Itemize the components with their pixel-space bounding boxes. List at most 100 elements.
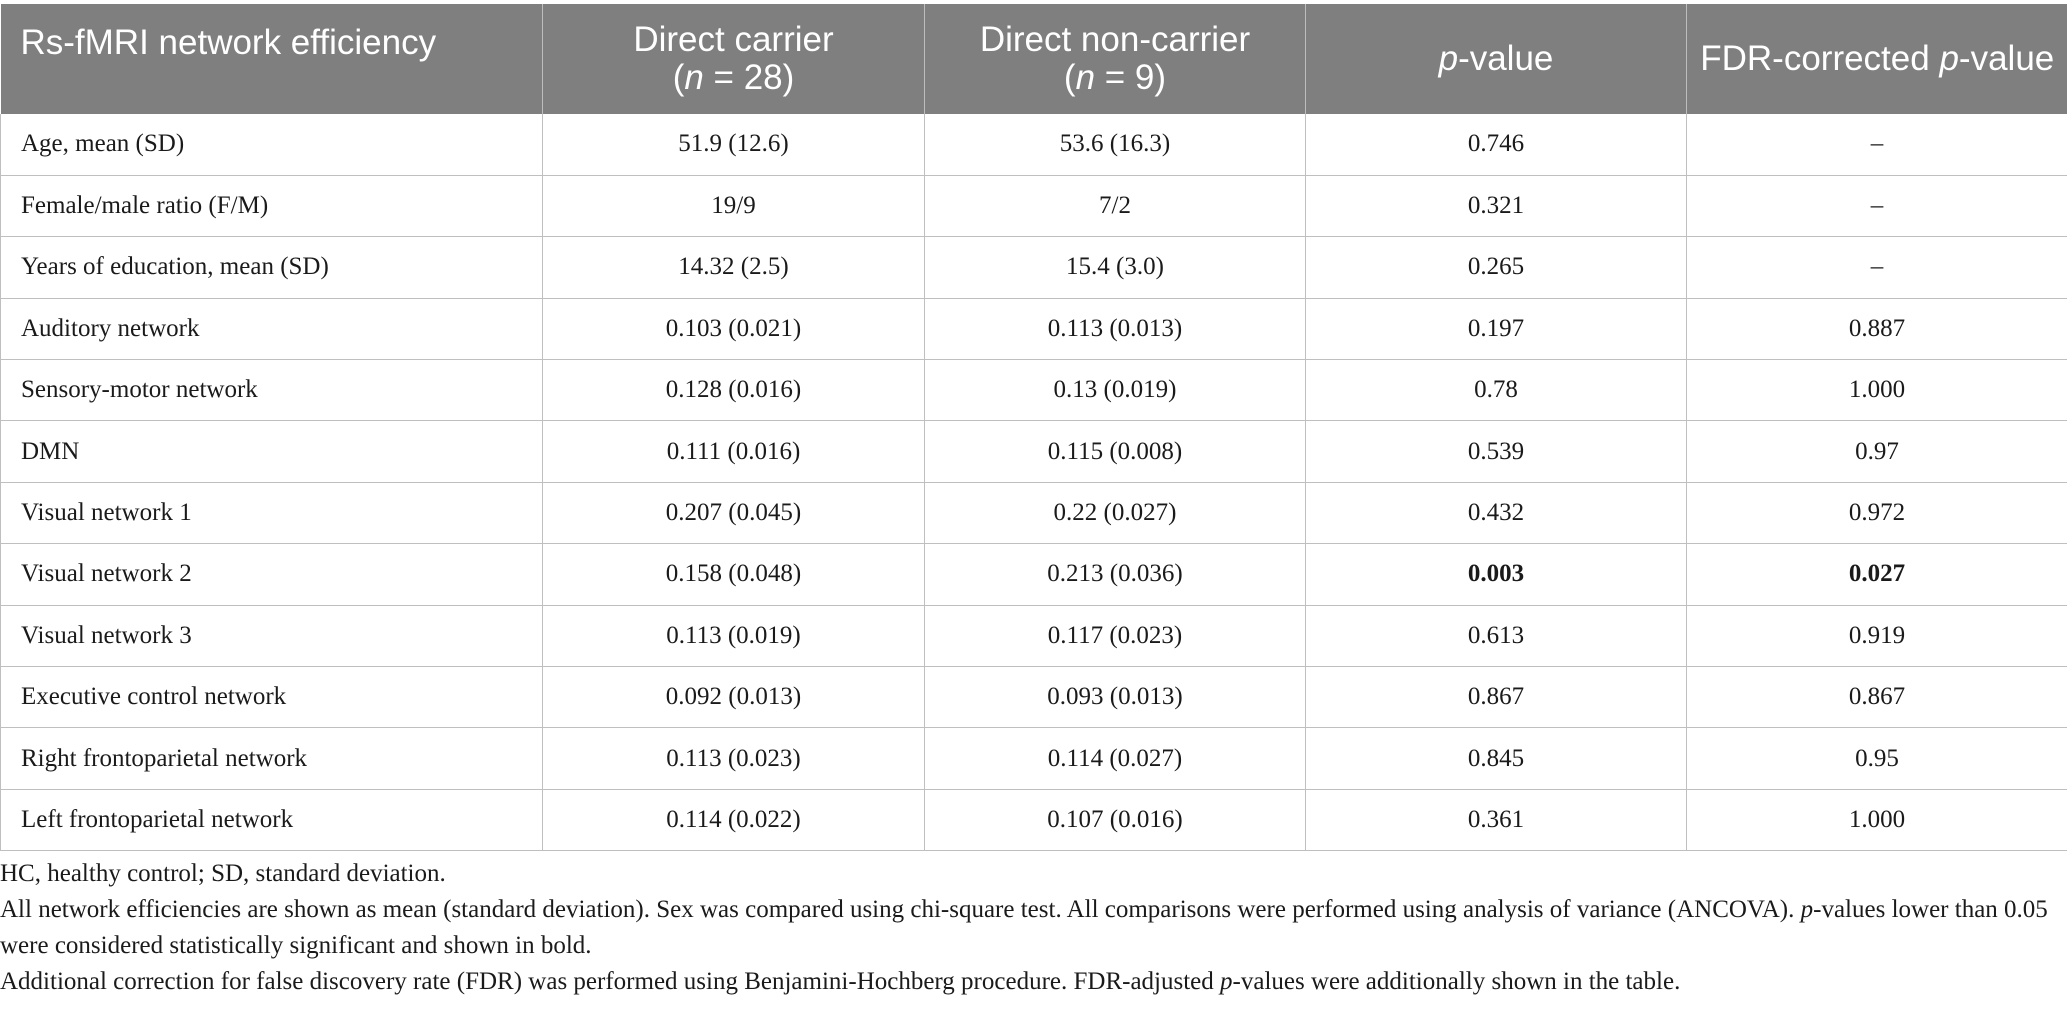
header-fdr-var: p [1939,39,1959,78]
footnote-fdr-b: -values were additionally shown in the t… [1232,968,1681,995]
table-footnotes: HC, healthy control; SD, standard deviat… [0,856,2060,1000]
carrier-value: 0.111 (0.016) [542,420,925,483]
table-row: Visual network 1 0.207 (0.045) 0.22 (0.0… [0,482,2067,545]
header-direct-non-carrier-n-val: = 9) [1095,58,1167,97]
fdr-value: 1.000 [1686,789,2067,852]
row-label: Executive control network [0,666,543,729]
noncarrier-value: 0.117 (0.023) [924,605,1306,668]
header-network-efficiency: Rs-fMRI network efficiency [0,4,543,114]
table-row: Age, mean (SD) 51.9 (12.6) 53.6 (16.3) 0… [0,114,2067,176]
noncarrier-value: 0.113 (0.013) [924,298,1306,361]
fdr-value: 0.887 [1686,298,2067,361]
footnote-abbreviations: HC, healthy control; SD, standard deviat… [0,856,2060,892]
fdr-value: 0.919 [1686,605,2067,668]
header-direct-non-carrier: Direct non-carrier (n = 9) [924,4,1306,114]
header-row: Rs-fMRI network efficiency Direct carrie… [0,4,2067,114]
p-value: 0.432 [1305,482,1687,545]
noncarrier-value: 0.13 (0.019) [924,359,1306,422]
row-label: Left frontoparietal network [0,789,543,852]
noncarrier-value: 53.6 (16.3) [924,114,1306,176]
row-label: DMN [0,420,543,483]
row-label: Visual network 1 [0,482,543,545]
fdr-value: – [1686,175,2067,238]
header-p-value: p-value [1305,4,1687,114]
footnote-methods-var: p [1800,896,1814,923]
p-value: 0.845 [1305,727,1687,790]
p-value: 0.867 [1305,666,1687,729]
table-row: Visual network 3 0.113 (0.019) 0.117 (0.… [0,605,2067,668]
header-fdr-rest: -value [1958,39,2055,78]
header-fdr-corrected-p-value: FDR-corrected p-value [1686,4,2067,114]
footnote-methods: All network efficiencies are shown as me… [0,892,2060,964]
table-row: Visual network 2 0.158 (0.048) 0.213 (0.… [0,543,2067,606]
table-row: Years of education, mean (SD) 14.32 (2.5… [0,236,2067,299]
noncarrier-value: 0.093 (0.013) [924,666,1306,729]
carrier-value: 0.114 (0.022) [542,789,925,852]
network-efficiency-table: Rs-fMRI network efficiency Direct carrie… [0,4,2067,852]
carrier-value: 0.113 (0.023) [542,727,925,790]
fdr-value: 0.972 [1686,482,2067,545]
footnote-methods-a: All network efficiencies are shown as me… [0,896,1801,923]
table-row: Female/male ratio (F/M) 19/9 7/2 0.321 – [0,175,2067,238]
fdr-value: 0.95 [1686,727,2067,790]
table-row: Auditory network 0.103 (0.021) 0.113 (0.… [0,298,2067,361]
table-header: Rs-fMRI network efficiency Direct carrie… [0,4,2067,114]
noncarrier-value: 0.213 (0.036) [924,543,1306,606]
header-direct-non-carrier-title: Direct non-carrier [979,20,1251,59]
p-value: 0.539 [1305,420,1687,483]
header-fdr-pre: FDR-corrected [1700,39,1940,78]
header-p-value-rest: -value [1458,39,1554,78]
fdr-value: – [1686,236,2067,299]
noncarrier-value: 7/2 [924,175,1306,238]
row-label: Female/male ratio (F/M) [0,175,543,238]
noncarrier-value: 0.114 (0.027) [924,727,1306,790]
carrier-value: 0.092 (0.013) [542,666,925,729]
noncarrier-value: 0.115 (0.008) [924,420,1306,483]
row-label: Years of education, mean (SD) [0,236,543,299]
noncarrier-value: 0.107 (0.016) [924,789,1306,852]
fdr-value: 1.000 [1686,359,2067,422]
row-label: Sensory-motor network [0,359,543,422]
table-body: Age, mean (SD) 51.9 (12.6) 53.6 (16.3) 0… [0,114,2067,852]
table-row: DMN 0.111 (0.016) 0.115 (0.008) 0.539 0.… [0,420,2067,483]
header-direct-carrier-title: Direct carrier [633,20,834,59]
noncarrier-value: 0.22 (0.027) [924,482,1306,545]
header-direct-non-carrier-n-var: n [1075,58,1096,97]
row-label: Auditory network [0,298,543,361]
header-direct-carrier-n-val: = 28) [703,58,795,97]
row-label: Visual network 3 [0,605,543,668]
footnote-fdr-a: Additional correction for false discover… [0,968,1221,995]
p-value: 0.197 [1305,298,1687,361]
table-row: Left frontoparietal network 0.114 (0.022… [0,789,2067,852]
footnote-abbreviations-text: HC, healthy control; SD, standard deviat… [0,860,446,887]
table-row: Executive control network 0.092 (0.013) … [0,666,2067,729]
p-value: 0.265 [1305,236,1687,299]
p-value: 0.321 [1305,175,1687,238]
noncarrier-value: 15.4 (3.0) [924,236,1306,299]
table-row: Sensory-motor network 0.128 (0.016) 0.13… [0,359,2067,422]
header-direct-carrier: Direct carrier (n = 28) [542,4,925,114]
footnote-fdr-var: p [1220,968,1233,995]
footnote-fdr: Additional correction for false discover… [0,964,2060,1000]
carrier-value: 0.103 (0.021) [542,298,925,361]
table-row: Right frontoparietal network 0.113 (0.02… [0,727,2067,790]
row-label: Visual network 2 [0,543,543,606]
row-label: Right frontoparietal network [0,727,543,790]
p-value-significant: 0.003 [1305,543,1687,606]
carrier-value: 19/9 [542,175,925,238]
carrier-value: 0.113 (0.019) [542,605,925,668]
p-value: 0.361 [1305,789,1687,852]
p-value: 0.746 [1305,114,1687,176]
header-p-value-var: p [1438,39,1459,78]
fdr-value: 0.97 [1686,420,2067,483]
fdr-value: – [1686,114,2067,176]
fdr-value-significant: 0.027 [1686,543,2067,606]
results-table-container: Rs-fMRI network efficiency Direct carrie… [0,4,2067,852]
carrier-value: 14.32 (2.5) [542,236,925,299]
p-value: 0.78 [1305,359,1687,422]
carrier-value: 51.9 (12.6) [542,114,925,176]
header-direct-carrier-n-var: n [684,58,704,97]
carrier-value: 0.158 (0.048) [542,543,925,606]
footnote-methods-b: -values lower than 0.05 were considered … [0,896,2048,959]
header-network-efficiency-text: Rs-fMRI network efficiency [20,23,437,62]
